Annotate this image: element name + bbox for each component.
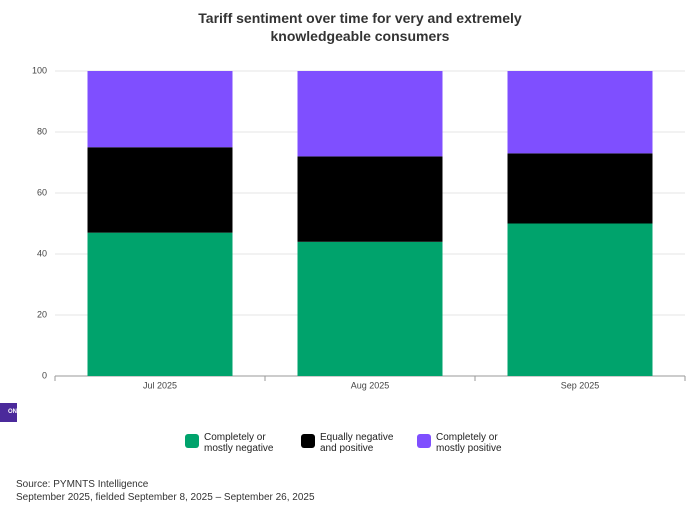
y-tick-label: 20 — [37, 309, 47, 319]
x-tick-label: Sep 2025 — [561, 380, 600, 390]
bar-segment — [87, 232, 233, 376]
legend-swatch — [185, 434, 199, 448]
note: Source: PYMNTS Intelligence — [16, 479, 149, 490]
bar-segment — [297, 241, 443, 376]
legend-swatch — [301, 434, 315, 448]
note: September 2025, fielded September 8, 202… — [16, 492, 315, 503]
legend-item: Equally negative and positive — [301, 432, 399, 454]
chart-title: Tariff sentiment over time for very and … — [198, 10, 522, 44]
bar-segment — [507, 71, 653, 154]
legend-swatch — [417, 434, 431, 448]
y-tick-label: 40 — [37, 248, 47, 258]
bar-segment — [297, 156, 443, 242]
notes: Source: PYMNTS Intelligence September 202… — [16, 478, 315, 504]
legend-label: Completely or mostly negative — [204, 432, 274, 454]
bar-segment — [507, 223, 653, 376]
chart: 0 20 40 60 80 100 Jul 2025 Aug 2025 Sep 2025 — [32, 65, 686, 390]
y-tick-label: 100 — [32, 65, 47, 75]
y-tick-label: 0 — [42, 370, 47, 380]
legend-label: Equally negative and positive — [320, 432, 394, 454]
y-tick-label: 80 — [37, 126, 47, 136]
legend-item: Completely or mostly positive — [417, 432, 515, 454]
x-tick-label: Jul 2025 — [143, 380, 177, 390]
legend-item: Completely or mostly negative — [185, 432, 283, 454]
legend-label: Completely or mostly positive — [436, 432, 502, 454]
side-tab[interactable]: ON — [0, 403, 17, 422]
legend: Completely or mostly negative Equally neg… — [0, 432, 700, 454]
bar-segment — [507, 153, 653, 224]
y-tick-label: 60 — [37, 187, 47, 197]
bar-segment — [87, 71, 233, 148]
bar-segment — [297, 71, 443, 157]
bar-segment — [87, 147, 233, 233]
x-tick-label: Aug 2025 — [351, 380, 390, 390]
